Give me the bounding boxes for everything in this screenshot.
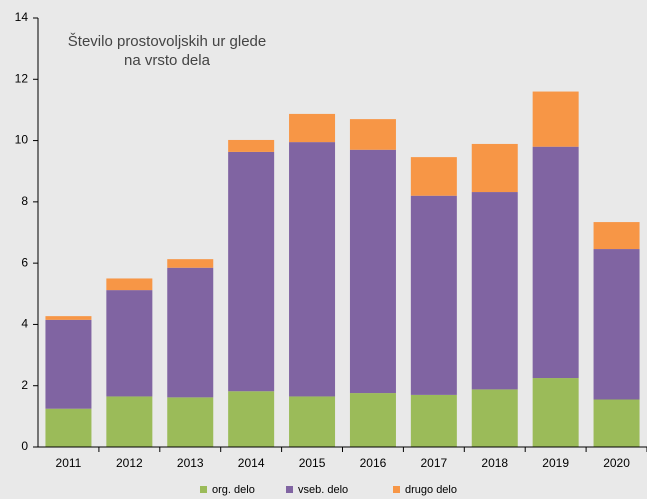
bar-segment [593, 222, 640, 250]
bar-segment [167, 259, 214, 268]
x-tick-label: 2013 [177, 456, 204, 470]
bar-segment [106, 278, 153, 291]
y-tick-label: 14 [15, 10, 29, 24]
chart-title: Število prostovoljskih ur glede na vrsto… [67, 33, 267, 69]
bar-segment [45, 316, 92, 320]
bar-segment [532, 146, 579, 379]
bar-segment [593, 249, 640, 400]
y-tick-label: 0 [21, 439, 28, 453]
x-tick-label: 2015 [299, 456, 326, 470]
x-tick-label: 2020 [603, 456, 630, 470]
y-tick-label: 6 [21, 255, 28, 269]
bar-segment [106, 396, 153, 447]
bar-segment [349, 393, 396, 447]
bar-segment [167, 267, 214, 398]
bar-segment [410, 394, 457, 447]
legend-swatch [286, 486, 293, 493]
bar-segment [349, 149, 396, 394]
bar-segment [471, 143, 518, 193]
bar-segment [532, 378, 579, 447]
bar-segment [289, 113, 336, 143]
legend-swatch [200, 486, 207, 493]
bar-segment [106, 290, 153, 397]
y-tick-label: 8 [21, 194, 28, 208]
bar-segment [45, 319, 92, 409]
bar-segment [228, 391, 275, 447]
bar-segment [532, 91, 579, 147]
bar-segment [593, 399, 640, 447]
bar-segment [167, 397, 214, 447]
bar-segment [228, 151, 275, 392]
legend-label: vseb. delo [298, 484, 348, 496]
bar-segment [471, 389, 518, 447]
x-tick-label: 2012 [116, 456, 143, 470]
legend-swatch [393, 486, 400, 493]
legend-label: drugo delo [405, 484, 457, 496]
x-tick-label: 2014 [238, 456, 265, 470]
y-tick-label: 12 [15, 71, 29, 85]
bar-segment [289, 142, 336, 397]
y-tick-label: 10 [15, 133, 29, 147]
bar-segment [471, 192, 518, 390]
bar-segment [410, 157, 457, 196]
y-tick-label: 2 [21, 378, 28, 392]
x-tick-label: 2019 [542, 456, 569, 470]
bar-segment [228, 139, 275, 152]
bar-segment [410, 195, 457, 395]
bar-segment [45, 408, 92, 447]
x-tick-label: 2018 [481, 456, 508, 470]
x-tick-label: 2011 [56, 456, 82, 470]
bar-segment [289, 396, 336, 447]
y-tick-label: 4 [21, 317, 28, 331]
x-tick-label: 2016 [360, 456, 387, 470]
x-tick-label: 2017 [420, 456, 447, 470]
legend-label: org. delo [212, 484, 255, 496]
bar-segment [349, 119, 396, 150]
